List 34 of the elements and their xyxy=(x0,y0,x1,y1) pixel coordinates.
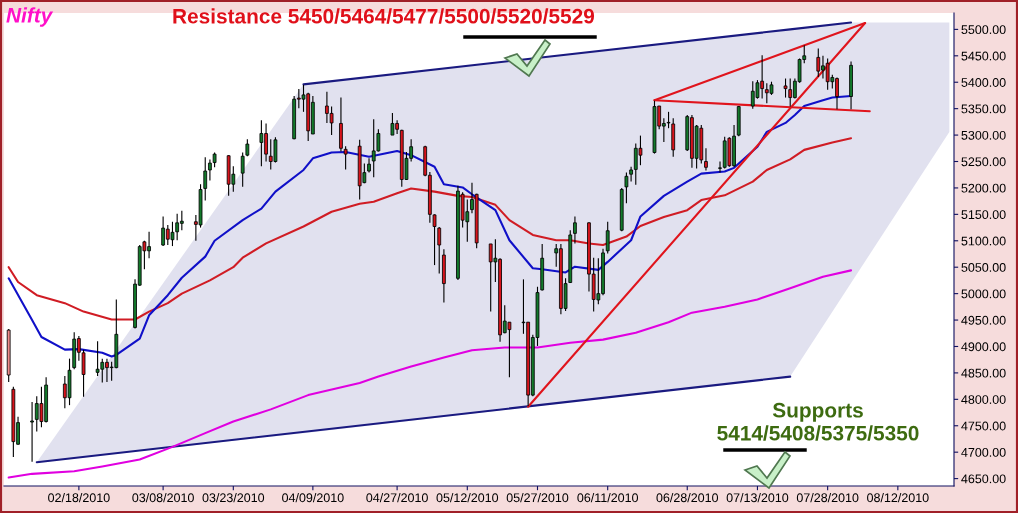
annotation: 5414/5408/5375/5350 xyxy=(717,425,919,441)
y-tick-label: 4950.00 xyxy=(961,315,1006,325)
x-tick-label: 06/28/2010 xyxy=(656,492,719,503)
y-tick-label: 5500.00 xyxy=(961,25,1006,35)
y-tick-label: 4700.00 xyxy=(961,447,1006,457)
x-tick-label: 07/28/2010 xyxy=(796,492,859,503)
y-tick-label: 5100.00 xyxy=(961,236,1006,246)
chart-title: Nifty xyxy=(6,7,54,27)
y-tick-label: 4800.00 xyxy=(961,395,1006,404)
y-tick-label: 5400.00 xyxy=(961,78,1006,87)
y-tick-label: 4650.00 xyxy=(961,474,1006,484)
y-tick-label: 5350.00 xyxy=(961,104,1006,114)
x-tick-label: 06/11/2010 xyxy=(577,492,639,503)
x-tick-label: 03/23/2010 xyxy=(202,492,265,503)
y-tick-label: 5000.00 xyxy=(961,289,1006,299)
x-tick-label: 02/18/2010 xyxy=(48,492,110,503)
y-tick-label: 5300.00 xyxy=(961,130,1006,140)
y-tick-label: 5150.00 xyxy=(961,210,1006,220)
x-tick-label: 05/12/2010 xyxy=(436,492,499,503)
x-tick-label: 04/09/2010 xyxy=(282,492,344,503)
y-tick-label: 5050.00 xyxy=(961,263,1006,272)
y-tick-label: 4750.00 xyxy=(961,421,1006,431)
x-tick-label: 07/13/2010 xyxy=(726,492,789,503)
x-tick-label: 05/27/2010 xyxy=(506,492,569,503)
x-tick-label: 03/08/2010 xyxy=(132,492,194,503)
y-tick-label: 5250.00 xyxy=(961,157,1006,167)
x-tick-label: 08/12/2010 xyxy=(867,492,929,503)
y-tick-label: 4850.00 xyxy=(961,368,1006,378)
y-tick-label: 4900.00 xyxy=(961,342,1006,352)
annotation: Resistance 5450/5464/5477/5500/5520/5529 xyxy=(173,8,595,24)
y-tick-label: 5450.00 xyxy=(961,51,1006,61)
y-tick-label: 5200.00 xyxy=(961,183,1006,193)
annotation: Supports xyxy=(772,402,863,422)
x-tick-label: 04/27/2010 xyxy=(366,492,428,503)
